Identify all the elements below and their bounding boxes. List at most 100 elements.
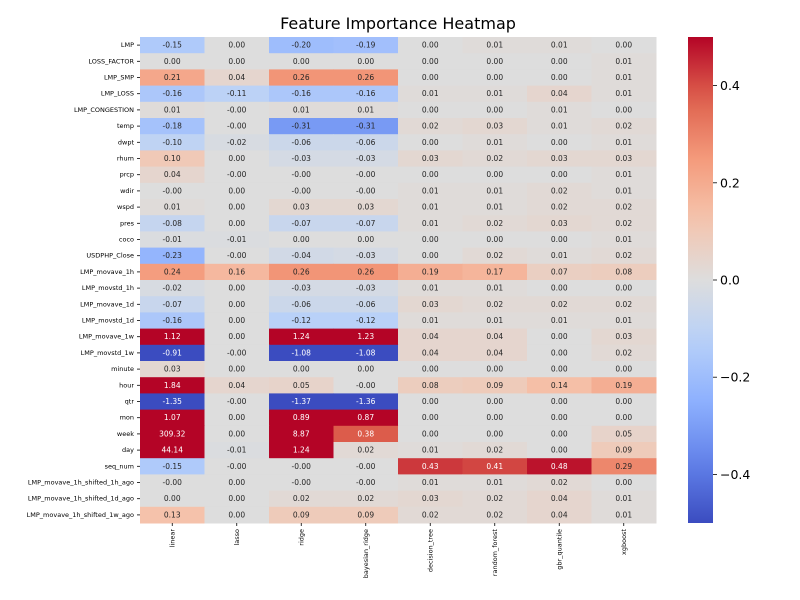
cell-value-label: 0.02 bbox=[293, 494, 310, 503]
cell-value-label: 0.10 bbox=[164, 154, 181, 163]
heatmap-cell bbox=[591, 474, 657, 492]
heatmap-cell bbox=[269, 296, 334, 313]
cell-value-label: 0.01 bbox=[551, 105, 568, 114]
cell-value-label: 0.19 bbox=[615, 381, 632, 390]
heatmap-cell bbox=[462, 69, 528, 87]
cell-value-label: 44.14 bbox=[162, 446, 184, 455]
cell-value-label: 0.00 bbox=[486, 235, 503, 244]
cell-value-label: 0.00 bbox=[486, 73, 503, 82]
heatmap-cell bbox=[140, 53, 205, 70]
heatmap-cell bbox=[398, 328, 463, 346]
heatmap-cell bbox=[140, 101, 205, 119]
heatmap-cell bbox=[269, 53, 334, 70]
cell-value-label: 0.04 bbox=[422, 332, 439, 341]
heatmap-cell bbox=[140, 442, 205, 459]
cell-value-label: 0.01 bbox=[551, 316, 568, 325]
cell-value-label: -0.91 bbox=[163, 348, 183, 357]
heatmap-cell bbox=[591, 328, 657, 346]
cell-value-label: -0.01 bbox=[227, 235, 247, 244]
heatmap-cell bbox=[527, 263, 592, 281]
cell-value-label: 0.02 bbox=[615, 122, 632, 131]
cell-value-label: 0.14 bbox=[551, 381, 568, 390]
cell-value-label: 0.00 bbox=[228, 284, 245, 293]
row-label: LMP_movave_1h bbox=[80, 268, 134, 276]
heatmap-cell bbox=[527, 247, 592, 265]
cell-value-label: -0.12 bbox=[292, 316, 312, 325]
row-label: LMP_movave_1w bbox=[79, 333, 135, 341]
cell-value-label: 0.01 bbox=[486, 316, 503, 325]
heatmap-cell bbox=[462, 85, 528, 103]
heatmap-cell bbox=[269, 263, 334, 281]
heatmap-cell bbox=[527, 458, 592, 475]
column-label: linear bbox=[168, 529, 176, 548]
heatmap-cell bbox=[333, 312, 399, 330]
cell-value-label: 0.00 bbox=[422, 73, 439, 82]
heatmap-cell bbox=[527, 344, 592, 362]
cell-value-label: 0.00 bbox=[551, 365, 568, 374]
heatmap-cell bbox=[269, 85, 334, 103]
heatmap-cell bbox=[398, 118, 463, 135]
cell-value-label: 0.01 bbox=[422, 446, 439, 455]
heatmap-cell bbox=[591, 377, 657, 394]
cell-value-label: 0.00 bbox=[615, 41, 632, 50]
heatmap-cell bbox=[398, 377, 463, 394]
heatmap-cell bbox=[591, 344, 657, 362]
heatmap-cell bbox=[204, 231, 270, 249]
cell-value-label: -0.00 bbox=[227, 397, 247, 406]
heatmap-cell bbox=[333, 328, 399, 346]
heatmap-cell bbox=[140, 328, 205, 346]
heatmap-cell bbox=[527, 506, 592, 524]
heatmap-cell bbox=[140, 361, 205, 378]
heatmap-cell bbox=[591, 215, 657, 232]
cell-value-label: 0.00 bbox=[228, 203, 245, 212]
cell-value-label: -0.00 bbox=[227, 251, 247, 260]
heatmap-cell bbox=[269, 393, 334, 411]
heatmap-cell bbox=[140, 409, 205, 427]
heatmap-cell bbox=[591, 312, 657, 330]
row-label: hour bbox=[119, 381, 134, 389]
heatmap-cell bbox=[333, 409, 399, 427]
heatmap-cell bbox=[462, 53, 528, 70]
heatmap-cell bbox=[333, 166, 399, 184]
cell-value-label: 0.48 bbox=[551, 462, 568, 471]
heatmap-cell bbox=[591, 458, 657, 475]
heatmap-cell bbox=[398, 134, 463, 151]
row-label: LMP_movave_1h_shifted_1w_ago bbox=[27, 511, 134, 519]
heatmap-cell bbox=[527, 328, 592, 346]
heatmap-cell bbox=[591, 393, 657, 411]
cell-value-label: 0.00 bbox=[228, 154, 245, 163]
cell-value-label: -0.15 bbox=[163, 41, 183, 50]
heatmap-cell bbox=[333, 506, 399, 524]
cell-value-label: 0.02 bbox=[422, 122, 439, 131]
column-labels: linear lasso ridge bayesian_ridge decision_t… bbox=[168, 523, 628, 578]
cell-value-label: -0.02 bbox=[163, 284, 183, 293]
cell-value-label: 0.00 bbox=[422, 138, 439, 147]
row-label: LMP_movave_1d bbox=[80, 300, 134, 308]
cell-value-label: 0.00 bbox=[551, 348, 568, 357]
cell-value-label: -0.08 bbox=[163, 219, 183, 228]
heatmap-cell bbox=[527, 377, 592, 394]
heatmap-cell bbox=[462, 393, 528, 411]
cell-value-label: 0.00 bbox=[228, 316, 245, 325]
heatmap-cell bbox=[527, 166, 592, 184]
cell-value-label: -1.37 bbox=[292, 397, 312, 406]
heatmap-cell bbox=[462, 199, 528, 216]
heatmap-cell bbox=[462, 166, 528, 184]
row-label: temp bbox=[117, 122, 134, 130]
heatmap-cell bbox=[204, 344, 270, 362]
heatmap-cell bbox=[527, 69, 592, 87]
heatmap-cell bbox=[527, 37, 592, 54]
heatmap-cell bbox=[591, 442, 657, 459]
cell-value-label: 0.02 bbox=[486, 251, 503, 260]
colorbar-tick-label: −0.2 bbox=[720, 370, 750, 385]
heatmap-cell bbox=[527, 490, 592, 508]
heatmap-cell bbox=[398, 409, 463, 427]
cell-value-label: -1.36 bbox=[356, 397, 376, 406]
cell-value-label: 0.00 bbox=[486, 57, 503, 66]
heatmap-cell bbox=[333, 85, 399, 103]
heatmap-cell bbox=[398, 361, 463, 378]
cell-value-label: 0.00 bbox=[422, 365, 439, 374]
heatmap-cell bbox=[204, 296, 270, 313]
heatmap-cell bbox=[462, 118, 528, 135]
cell-value-label: 0.01 bbox=[486, 89, 503, 98]
